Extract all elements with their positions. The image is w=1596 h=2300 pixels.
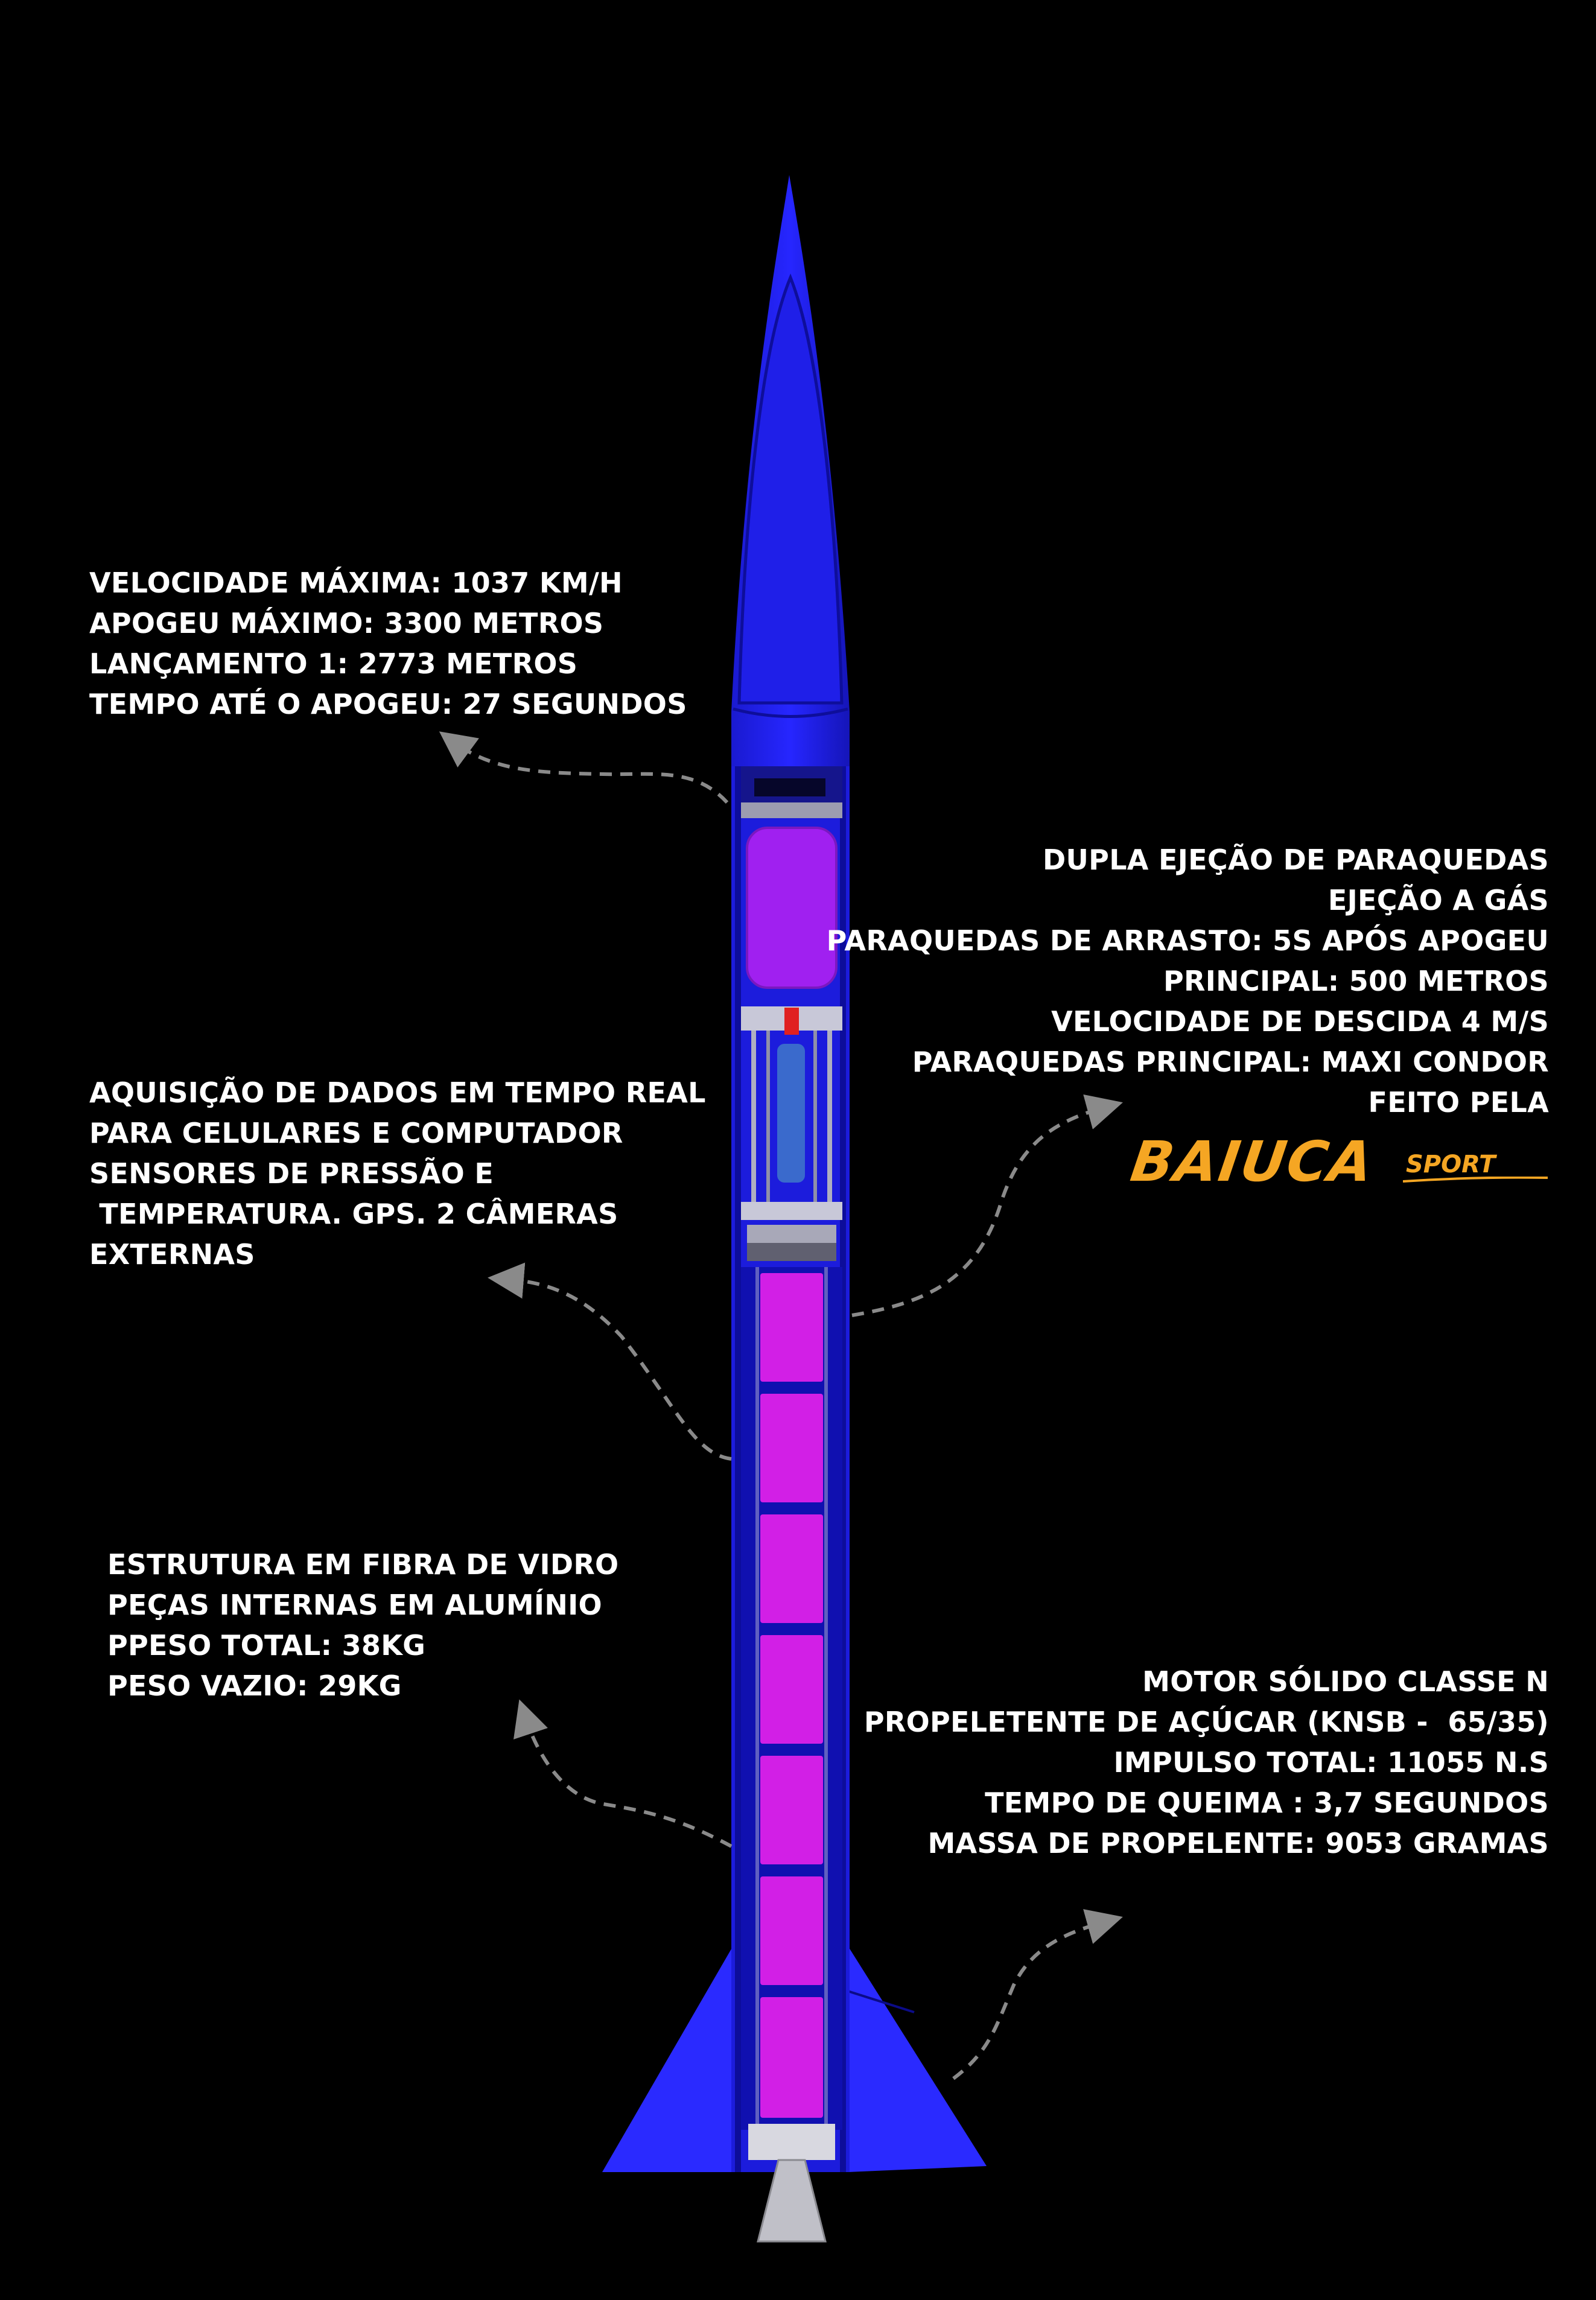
avionics-line-4: TEMPERATURA. GPS. 2 CÂMERAS bbox=[89, 1198, 618, 1230]
avionics-bay bbox=[777, 1044, 805, 1183]
baiuca-sport-logo: BAIUCA SPORT bbox=[1127, 1129, 1551, 1194]
motor-line-1: MOTOR SÓLIDO CLASSE N bbox=[1142, 1665, 1549, 1698]
payload-bay bbox=[747, 828, 836, 988]
fin-right bbox=[848, 1946, 987, 2172]
avionics-text: AQUISIÇÃO DE DADOS EM TEMPO REAL PARA CE… bbox=[89, 1073, 706, 1275]
structure-line-2: PEÇAS INTERNAS EM ALUMÍNIO bbox=[107, 1589, 602, 1621]
flight-line-3: LANÇAMENTO 1: 2773 METROS bbox=[89, 647, 578, 680]
flight-line-4: TEMPO ATÉ O APOGEU: 27 SEGUNDOS bbox=[89, 688, 687, 720]
motor-line-3: IMPULSO TOTAL: 11055 N.S bbox=[1113, 1746, 1549, 1779]
recovery-text: DUPLA EJEÇÃO DE PARAQUEDAS EJEÇÃO A GÁS … bbox=[827, 840, 1549, 1123]
avionics-line-1: AQUISIÇÃO DE DADOS EM TEMPO REAL bbox=[89, 1076, 706, 1109]
flight-line-1: VELOCIDADE MÁXIMA: 1037 KM/H bbox=[89, 567, 623, 599]
recovery-line-1: DUPLA EJEÇÃO DE PARAQUEDAS bbox=[1043, 843, 1549, 876]
avionics-line-5: EXTERNAS bbox=[89, 1238, 255, 1271]
motor-line-2: PROPELETENTE DE AÇÚCAR (KNSB - 65/35) bbox=[863, 1706, 1549, 1738]
structure-line-3: PPESO TOTAL: 38KG bbox=[107, 1629, 426, 1662]
recovery-line-3: PARAQUEDAS DE ARRASTO: 5S APÓS APOGEU bbox=[826, 924, 1549, 957]
flight-line-2: APOGEU MÁXIMO: 3300 METROS bbox=[89, 607, 604, 640]
structure-line-1: ESTRUTURA EM FIBRA DE VIDRO bbox=[107, 1548, 619, 1581]
recovery-line-2: EJEÇÃO A GÁS bbox=[1327, 884, 1549, 917]
logo-main: BAIUCA bbox=[1127, 1129, 1378, 1194]
motor-line-4: TEMPO DE QUEIMA : 3,7 SEGUNDOS bbox=[985, 1787, 1549, 1819]
recovery-line-4: PRINCIPAL: 500 METROS bbox=[1163, 965, 1549, 997]
avionics-line-3: SENSORES DE PRESSÃO E bbox=[89, 1157, 494, 1190]
recovery-line-7: FEITO PELA bbox=[1368, 1086, 1549, 1119]
logo-sub: SPORT bbox=[1406, 1151, 1496, 1178]
motor-line-5: MASSA DE PROPELENTE: 9053 GRAMAS bbox=[927, 1827, 1549, 1860]
structure-line-4: PESO VAZIO: 29KG bbox=[107, 1669, 402, 1702]
nozzle bbox=[757, 2159, 827, 2243]
motor-text: MOTOR SÓLIDO CLASSE N PROPELETENTE DE AÇ… bbox=[864, 1662, 1549, 1864]
recovery-line-5: VELOCIDADE DE DESCIDA 4 M/S bbox=[1051, 1005, 1549, 1038]
logo-swoosh bbox=[1403, 1177, 1548, 1183]
structure-text: ESTRUTURA EM FIBRA DE VIDRO PEÇAS INTERN… bbox=[107, 1545, 618, 1706]
flight-performance-text: VELOCIDADE MÁXIMA: 1037 KM/H APOGEU MÁXI… bbox=[89, 563, 687, 725]
propellant-grains bbox=[760, 1273, 823, 2118]
fin-left bbox=[602, 1946, 733, 2172]
recovery-line-6: PARAQUEDAS PRINCIPAL: MAXI CONDOR bbox=[912, 1046, 1549, 1078]
avionics-line-2: PARA CELULARES E COMPUTADOR bbox=[89, 1117, 623, 1149]
